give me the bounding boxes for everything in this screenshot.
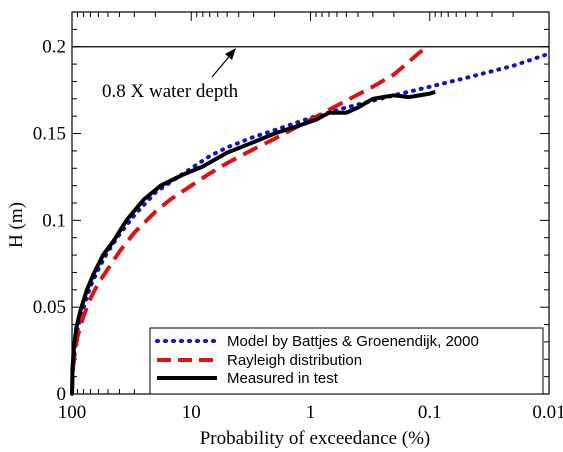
reference-line-label: 0.8 X water depth	[102, 81, 239, 102]
legend-box	[149, 327, 544, 395]
series-line-measured	[70, 89, 436, 395]
legend-label-rayleigh: Rayleigh distribution	[227, 352, 362, 369]
legend-label-model: Model by Battjes & Groenendijk, 2000	[227, 333, 479, 350]
y-tick-label: 0.2	[42, 37, 66, 58]
y-axis-title: H (m)	[6, 202, 27, 248]
x-tick-label: 100	[58, 402, 87, 423]
y-tick-label: 0.15	[33, 124, 66, 145]
x-tick-label: 0.01	[532, 402, 563, 423]
y-tick-label: 0.1	[42, 210, 66, 231]
series-line-rayleigh	[70, 44, 431, 395]
legend-label-measured: Measured in test	[227, 370, 339, 387]
y-tick-label: 0	[57, 384, 67, 405]
x-axis-title: Probability of exceedance (%)	[200, 428, 431, 449]
annotation-arrow-head	[225, 48, 236, 60]
y-tick-label: 0.05	[33, 297, 66, 318]
legend: Model by Battjes & Groenendijk, 2000 Ray…	[149, 327, 544, 395]
x-tick-label: 0.1	[418, 402, 442, 423]
x-tick-label: 10	[182, 402, 201, 423]
chart-marks: 100 10 1 0.1 0.01 0 0.05 0.1 0.15 0.2	[33, 11, 563, 423]
x-tick-label: 1	[306, 402, 316, 423]
